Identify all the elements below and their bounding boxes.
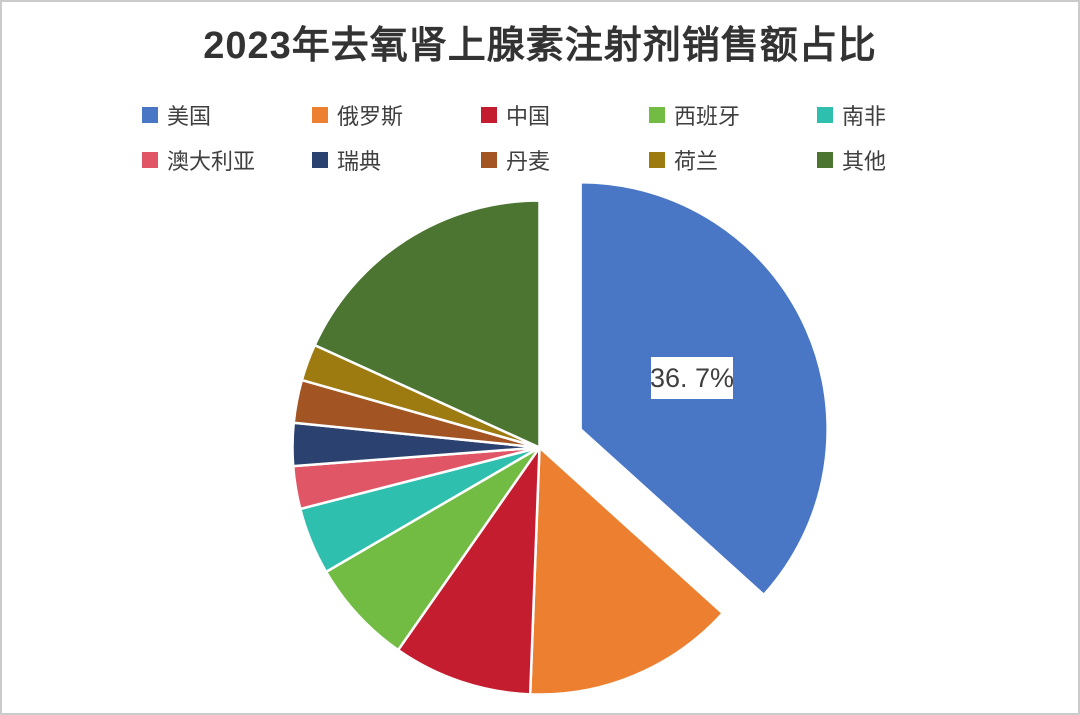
pie-slice-3 — [324, 446, 541, 652]
legend-label: 美国 — [167, 103, 212, 129]
chart-title: 2023年去氧肾上腺素注射剂销售额占比 — [203, 25, 877, 67]
legend-label: 丹麦 — [506, 148, 551, 174]
legend-label: 中国 — [506, 103, 551, 129]
pie-slice-2 — [396, 446, 541, 696]
legend-item-2: 中国 — [481, 102, 649, 129]
legend-swatch-icon — [817, 151, 833, 168]
legend-swatch-icon — [481, 151, 497, 168]
legend-label: 瑞典 — [337, 148, 382, 174]
legend-item-7: 丹麦 — [481, 147, 649, 174]
legend-item-0: 美国 — [142, 102, 312, 129]
legend-swatch-icon — [817, 106, 833, 123]
legend-swatch-icon — [312, 106, 328, 123]
legend-label: 俄罗斯 — [337, 103, 404, 129]
legend-item-1: 俄罗斯 — [312, 102, 481, 129]
pie-slice-9 — [313, 199, 541, 449]
legend-swatch-icon — [649, 151, 665, 168]
legend-label: 荷兰 — [674, 148, 719, 174]
legend-item-4: 南非 — [817, 102, 886, 129]
legend-item-8: 荷兰 — [649, 147, 817, 174]
legend-item-9: 其他 — [817, 147, 886, 174]
legend-label: 南非 — [842, 103, 887, 129]
legend-item-6: 瑞典 — [312, 147, 481, 174]
legend-item-5: 澳大利亚 — [142, 147, 312, 174]
legend-swatch-icon — [312, 151, 328, 168]
data-label-usa: 36. 7% — [650, 357, 734, 399]
pie-slice-1 — [528, 446, 724, 696]
chart-legend: 美国 俄罗斯 中国 西班牙 南非澳大利亚 瑞典 丹麦 荷兰 其他 — [142, 102, 886, 174]
legend-item-3: 西班牙 — [649, 102, 817, 129]
legend-swatch-icon — [649, 106, 665, 123]
legend-swatch-icon — [142, 151, 158, 168]
legend-label: 西班牙 — [674, 103, 741, 129]
legend-swatch-icon — [481, 106, 497, 123]
legend-label: 澳大利亚 — [167, 148, 256, 174]
legend-label: 其他 — [842, 148, 887, 174]
legend-swatch-icon — [142, 106, 158, 123]
